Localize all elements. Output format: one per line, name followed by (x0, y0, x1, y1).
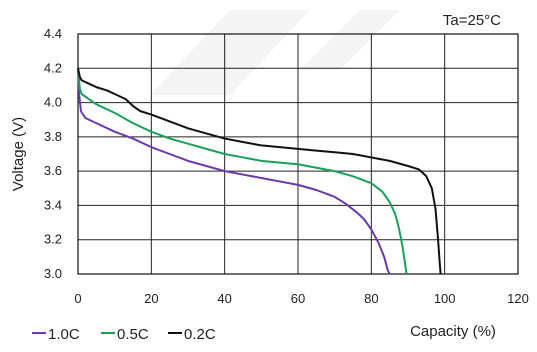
series-layer (77, 68, 442, 275)
legend-item: 0.5C (101, 326, 149, 343)
x-tick-labels: 0 20 40 60 80 100 120 (74, 291, 528, 306)
series-line-0-5c (77, 68, 408, 275)
legend-item: 0.2C (168, 326, 216, 343)
legend-label: 0.5C (117, 326, 149, 343)
watermark-shape (150, 10, 400, 95)
legend-item: 1.0C (32, 326, 80, 343)
x-tick-label: 40 (217, 291, 231, 306)
y-tick-label: 4.0 (44, 95, 62, 110)
x-tick-label: 120 (507, 291, 529, 306)
x-tick-label: 100 (434, 291, 456, 306)
series-line-0-2c (77, 68, 442, 275)
y-tick-label: 3.0 (44, 266, 62, 281)
temperature-annotation: Ta=25°C (443, 12, 501, 29)
x-tick-label: 80 (364, 291, 378, 306)
legend-label: 0.2C (184, 326, 216, 343)
gridlines (78, 34, 518, 274)
series-line-1-0c (77, 68, 391, 275)
x-tick-label: 20 (144, 291, 158, 306)
legend: 1.0C 0.5C 0.2C (32, 326, 216, 343)
y-tick-label: 3.2 (44, 232, 62, 247)
y-tick-label: 4.4 (44, 26, 62, 41)
y-tick-labels: 3.0 3.2 3.4 3.6 3.8 4.0 4.2 4.4 (44, 26, 62, 281)
legend-label: 1.0C (48, 326, 80, 343)
x-tick-label: 60 (291, 291, 305, 306)
y-axis-title: Voltage (V) (10, 117, 27, 191)
y-tick-label: 3.4 (44, 197, 62, 212)
y-tick-label: 3.6 (44, 163, 62, 178)
x-axis-title: Capacity (%) (410, 323, 496, 340)
plot-frame (77, 33, 519, 275)
y-tick-label: 3.8 (44, 129, 62, 144)
x-tick-label: 0 (74, 291, 81, 306)
y-tick-label: 4.2 (44, 60, 62, 75)
